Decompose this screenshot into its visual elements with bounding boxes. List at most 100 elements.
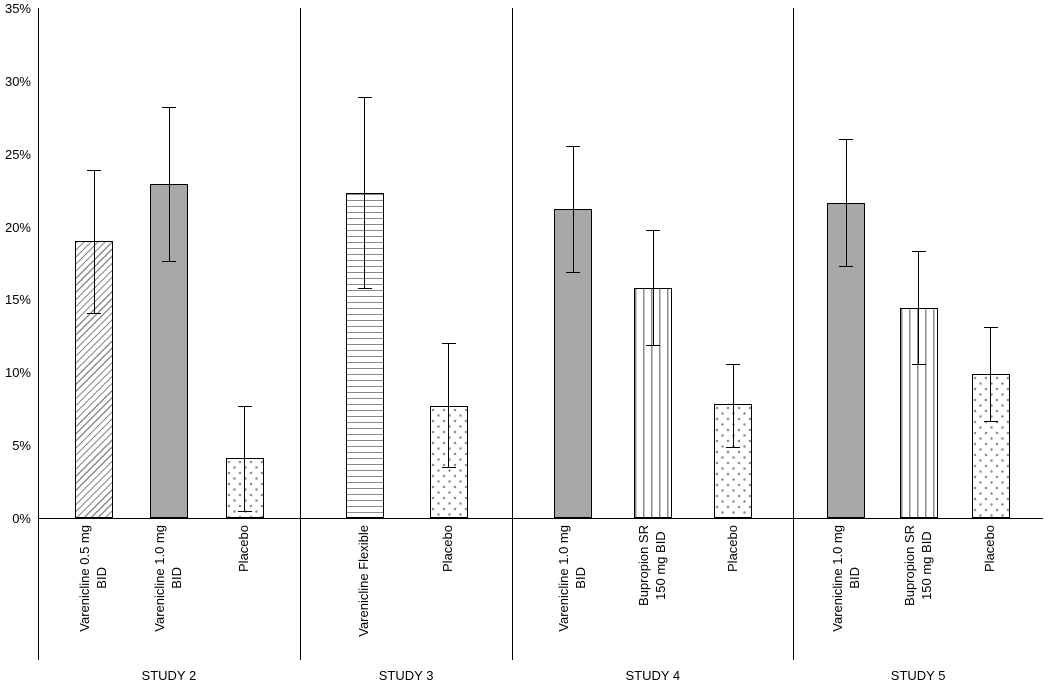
bar-label-text: Bupropion SR 150 mg BID xyxy=(636,525,669,606)
error-bar-line xyxy=(990,327,992,422)
error-bar xyxy=(726,363,741,449)
y-tick-label: 25% xyxy=(4,146,31,162)
error-bar xyxy=(646,229,661,347)
error-bar-line xyxy=(93,169,95,314)
error-bar-cap xyxy=(646,229,661,231)
bar-column xyxy=(225,8,265,518)
bar-label-text: Varenicline 1.0 mg BID xyxy=(152,525,185,632)
error-bar-line xyxy=(364,96,366,290)
error-bar-line xyxy=(572,146,574,274)
plot-groups: Varenicline 0.5 mg BID Varenicline 1.0 mg… xyxy=(38,8,1044,689)
error-bar xyxy=(983,327,998,422)
error-bar xyxy=(237,405,252,513)
y-tick-label: 30% xyxy=(4,73,31,89)
bar-column xyxy=(429,8,469,518)
study-group: Varenicline 1.0 mg BID Bupropion SR 150 m… xyxy=(793,8,1044,689)
plot-area: Varenicline 0.5 mg BID Varenicline 1.0 mg… xyxy=(38,8,1044,689)
error-bar-cap xyxy=(566,146,581,148)
error-bar-cap xyxy=(357,96,372,98)
error-bar-cap xyxy=(646,345,661,347)
bar-column xyxy=(345,8,385,518)
y-tick-label: 10% xyxy=(4,365,31,381)
error-bar-line xyxy=(244,405,246,513)
bar-label-text: Placebo xyxy=(982,525,998,572)
bars-row xyxy=(39,8,300,519)
error-bar xyxy=(441,343,456,469)
error-bar-cap xyxy=(911,364,926,365)
y-tick-label: 15% xyxy=(4,292,31,308)
bar-label: Placebo xyxy=(225,519,265,660)
error-bar-cap xyxy=(839,266,854,268)
study-label: STUDY 2 xyxy=(141,668,197,683)
y-tick-label: 5% xyxy=(12,438,31,454)
bar-labels-row: Varenicline 0.5 mg BID Varenicline 1.0 mg… xyxy=(39,519,300,660)
bar-label: Varenicline 0.5 mg BID xyxy=(74,519,114,660)
error-bar-line xyxy=(168,107,170,262)
error-bar-cap xyxy=(911,251,926,253)
bar-label-text: Varenicline 0.5 mg BID xyxy=(77,525,110,632)
study-label: STUDY 3 xyxy=(378,668,434,683)
study-label: STUDY 4 xyxy=(625,668,681,683)
bar-label: Bupropion SR 150 mg BID xyxy=(899,519,939,660)
bar-label: Bupropion SR 150 mg BID xyxy=(633,519,673,660)
bar-column xyxy=(553,8,593,518)
bars-row xyxy=(300,8,513,519)
bar-column xyxy=(633,8,673,518)
bar-column xyxy=(826,8,866,518)
bar-label: Varenicline Flexible xyxy=(345,519,385,660)
error-bar-cap xyxy=(162,260,177,262)
bar-label-text: Bupropion SR 150 mg BID xyxy=(901,525,934,606)
bar-column xyxy=(899,8,939,518)
bar-labels-row: Varenicline 1.0 mg BID Bupropion SR 150 m… xyxy=(513,519,793,660)
study-group-panel: Varenicline 1.0 mg BID Bupropion SR 150 m… xyxy=(512,8,794,660)
bar-label-text: Varenicline Flexible xyxy=(356,525,372,637)
bars-row xyxy=(513,8,794,519)
error-bar-line xyxy=(918,251,920,365)
y-tick-label: 20% xyxy=(4,219,31,235)
bar-label: Varenicline 1.0 mg BID xyxy=(826,519,866,660)
error-bar-cap xyxy=(162,107,177,109)
study-group-panel: Varenicline 1.0 mg BID Bupropion SR 150 m… xyxy=(793,8,1044,660)
error-bar-cap xyxy=(237,405,252,407)
error-bar xyxy=(566,146,581,274)
bar-label-text: Placebo xyxy=(724,525,740,572)
study-label: STUDY 5 xyxy=(890,668,946,683)
error-bar xyxy=(357,96,372,290)
bars-row xyxy=(794,8,1044,519)
bar-label-text: Varenicline 1.0 mg BID xyxy=(556,525,589,632)
error-bar-line xyxy=(845,139,847,268)
study-group: Varenicline Flexible Placebo STUDY 3 xyxy=(299,8,513,689)
error-bar xyxy=(87,169,102,314)
error-bar-line xyxy=(652,229,654,347)
error-bar-cap xyxy=(441,467,456,469)
error-bar-cap xyxy=(726,447,741,449)
y-tick-label: 35% xyxy=(4,1,31,16)
error-bar xyxy=(911,251,926,365)
bar-label: Placebo xyxy=(971,519,1011,660)
error-bar xyxy=(162,107,177,262)
bar-label-text: Varenicline 1.0 mg BID xyxy=(829,525,862,632)
study-group-panel: Varenicline 0.5 mg BID Varenicline 1.0 mg… xyxy=(38,8,300,660)
bar-label: Varenicline 1.0 mg BID xyxy=(553,519,593,660)
bar-column xyxy=(713,8,753,518)
error-bar-cap xyxy=(87,169,102,171)
bar-label: Varenicline 1.0 mg BID xyxy=(149,519,189,660)
error-bar-cap xyxy=(237,511,252,513)
error-bar-cap xyxy=(726,363,741,365)
study-group-panel: Varenicline Flexible Placebo xyxy=(299,8,513,660)
bar-label: Placebo xyxy=(429,519,469,660)
error-bar-line xyxy=(448,343,450,469)
bar-column xyxy=(149,8,189,518)
error-bar-cap xyxy=(839,139,854,141)
bar-column xyxy=(74,8,114,518)
error-bar-cap xyxy=(983,420,998,422)
error-bar xyxy=(839,139,854,268)
error-bar-line xyxy=(732,363,734,449)
y-axis: 0% 5% 10% 15% 20% 25% 30% 35% xyxy=(0,1,34,526)
error-bar-cap xyxy=(566,272,581,274)
error-bar-cap xyxy=(983,327,998,329)
bar-label: Placebo xyxy=(713,519,753,660)
error-bar-cap xyxy=(87,313,102,314)
bar-labels-row: Varenicline Flexible Placebo xyxy=(301,519,513,660)
